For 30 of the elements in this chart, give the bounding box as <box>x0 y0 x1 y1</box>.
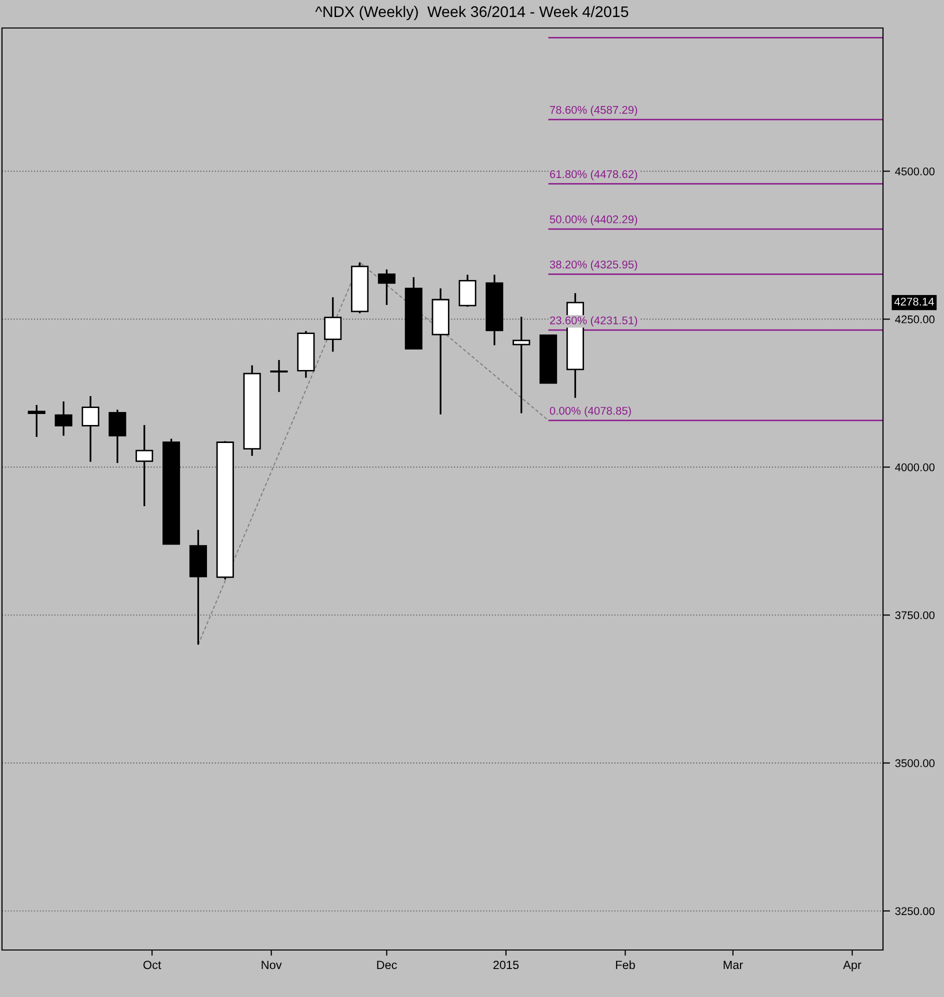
candlestick <box>378 268 396 306</box>
y-tick-label: 4250.00 <box>895 315 935 324</box>
y-tick-label: 4000.00 <box>895 463 935 472</box>
candlestick <box>270 359 288 393</box>
x-tick-label: Apr <box>843 960 862 972</box>
x-tick-label: Dec <box>377 960 397 970</box>
candlestick <box>108 408 126 464</box>
ref-line-label: 38.20% (4325.95) <box>550 260 638 271</box>
x-tick-label: Feb <box>616 960 635 970</box>
x-tick-label: Oct <box>143 960 162 970</box>
candlestick <box>54 400 72 437</box>
ref-line-label: 61.80% (4478.62) <box>550 170 638 180</box>
x-tick-label: Nov <box>262 960 282 970</box>
y-tick-label: 3250.00 <box>895 907 935 916</box>
x-tick-label: 2015 <box>493 960 519 970</box>
candlestick <box>324 296 342 353</box>
y-tick-label: 4500.00 <box>895 167 935 176</box>
ref-line-label: 50.00% (4402.29) <box>550 215 638 226</box>
x-tick-label: Mar <box>724 960 743 970</box>
ref-line-label: 78.60% (4587.29) <box>550 106 638 116</box>
y-tick-label: 3750.00 <box>895 611 935 620</box>
chart-title: ^NDX (Weekly) Week 36/2014 - Week 4/2015 <box>315 6 628 20</box>
ref-line-label: 0.00% (4078.85) <box>550 406 631 417</box>
candlestick <box>28 404 46 438</box>
ref-line-label: 23.60% (4231.51) <box>550 316 638 327</box>
text: 4278.14 <box>894 298 934 306</box>
candlestick <box>136 424 154 507</box>
candlestick <box>512 316 530 414</box>
y-tick-label: 3500.00 <box>895 759 935 768</box>
candlestick <box>82 395 100 463</box>
